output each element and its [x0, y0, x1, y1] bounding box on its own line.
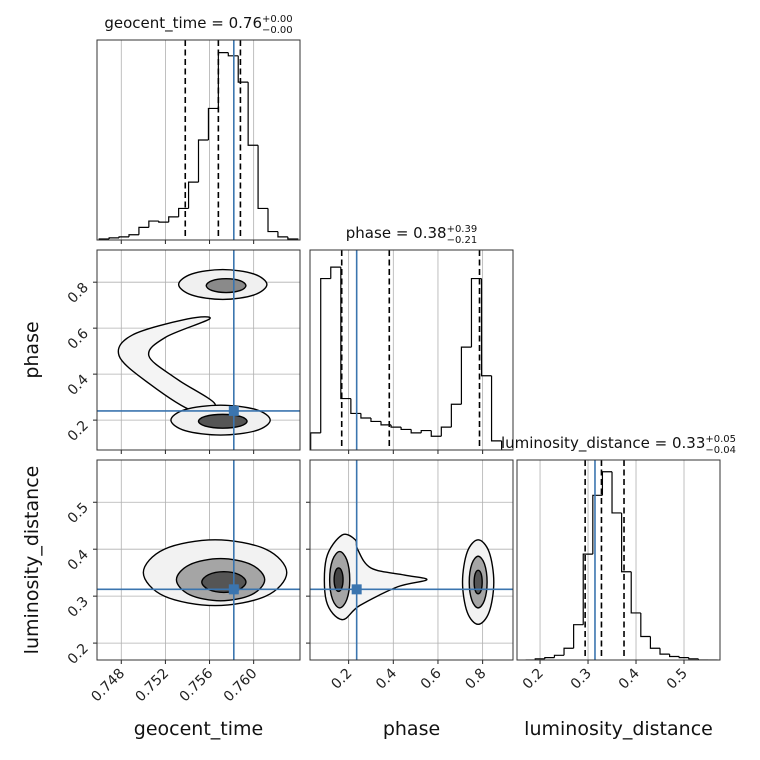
histogram-bin [207, 107, 219, 140]
panel-area [310, 250, 512, 450]
histogram-bin [544, 657, 555, 659]
histogram-bin [400, 427, 412, 431]
contour [197, 413, 248, 429]
histogram-bin [330, 266, 341, 279]
panel-area [97, 460, 300, 660]
histogram-bin [390, 424, 402, 428]
histogram-bin [350, 398, 361, 415]
histogram-bin [370, 418, 382, 423]
histogram-bin [360, 413, 371, 419]
panel-area [310, 460, 513, 660]
histogram-bin [678, 656, 689, 659]
histogram-bin [649, 636, 661, 649]
histogram-bin [257, 145, 269, 210]
histogram-bin [553, 654, 565, 658]
histogram-bin [659, 648, 670, 655]
panel-frame [309, 459, 514, 661]
histogram-bin [640, 612, 651, 638]
histogram-bin [277, 231, 288, 238]
title-main: geocent_time = 0.76 [104, 14, 262, 33]
histogram-bin [410, 429, 422, 434]
histogram-bin [310, 432, 321, 450]
histogram-bin [267, 208, 278, 233]
panel-title: geocent_time = 0.76+0.00 −0.00 [104, 14, 292, 36]
histogram-bin [501, 440, 512, 450]
histogram-bin [480, 278, 492, 377]
histogram-bin [460, 346, 472, 405]
title-main: luminosity_distance = 0.33 [501, 434, 705, 453]
title-lower: −0.00 [262, 25, 293, 36]
histogram-bin [630, 571, 641, 614]
histogram-bin [118, 236, 129, 238]
panel-frame [96, 459, 301, 661]
truth-point [228, 584, 239, 595]
panel-area [97, 250, 300, 450]
panel: geocent_time = 0.76+0.00 −0.00 [96, 14, 301, 244]
histogram-bin [697, 658, 709, 660]
histogram-bin [158, 221, 169, 223]
histogram-bin [380, 421, 392, 426]
panel-title: luminosity_distance = 0.33+0.05 −0.04 [501, 434, 736, 456]
histogram-bin [227, 52, 239, 57]
contour [205, 278, 247, 294]
histogram-bin [669, 654, 680, 658]
histogram-bin [320, 277, 331, 433]
histogram-bin [563, 647, 574, 656]
histogram-bin [138, 226, 149, 235]
histogram-bin [601, 471, 613, 496]
histogram-bin [187, 181, 199, 209]
histogram-bin [490, 375, 502, 442]
title-lower: −0.04 [705, 445, 736, 456]
histogram-bin [178, 207, 189, 217]
x-axis-label: geocent_time [134, 718, 263, 740]
histogram-bin [450, 403, 462, 428]
panel-area [98, 40, 299, 240]
histogram-bin [611, 471, 622, 514]
y-axis-label: luminosity_distance [21, 466, 43, 655]
contour [333, 567, 344, 593]
panel-frame [309, 249, 514, 451]
histogram-bin [197, 139, 209, 183]
panel-frame [96, 39, 301, 241]
title-main: phase = 0.38 [346, 224, 447, 242]
title-upper: +0.00 [262, 14, 293, 25]
histogram-bin [573, 624, 584, 649]
x-axis-label: phase [383, 718, 440, 740]
histogram-bin [340, 267, 351, 400]
histogram-bin [247, 82, 259, 146]
histogram-bin [287, 236, 299, 240]
contour [323, 533, 428, 621]
y-axis-label: phase [21, 321, 43, 378]
histogram-bin [688, 657, 699, 660]
histogram-bin [592, 494, 603, 555]
histogram-bin [440, 426, 452, 437]
x-axis-label: luminosity_distance [524, 718, 713, 740]
histogram-bin [148, 220, 159, 228]
histogram-bin [621, 512, 632, 573]
title-upper: +0.05 [705, 434, 736, 445]
histogram-bin [430, 430, 442, 437]
panel-frame [96, 249, 301, 451]
truth-point [228, 405, 239, 416]
histogram-bin [237, 55, 249, 83]
title-lower: −0.21 [447, 235, 478, 246]
truth-point [351, 584, 362, 595]
histogram-bin [470, 277, 482, 348]
histogram-bin [582, 553, 593, 625]
histogram-bin [108, 237, 120, 239]
contour [117, 316, 217, 413]
panel-area [525, 460, 718, 660]
histogram-bin [168, 216, 179, 223]
contour [473, 569, 483, 595]
histogram-bin [128, 234, 139, 237]
histogram-bin [420, 429, 432, 433]
panel: phase = 0.38+0.39 −0.21 [309, 224, 514, 454]
panel-title: phase = 0.38+0.39 −0.21 [346, 224, 477, 246]
title-upper: +0.39 [447, 224, 478, 235]
panel-frame [516, 459, 721, 661]
